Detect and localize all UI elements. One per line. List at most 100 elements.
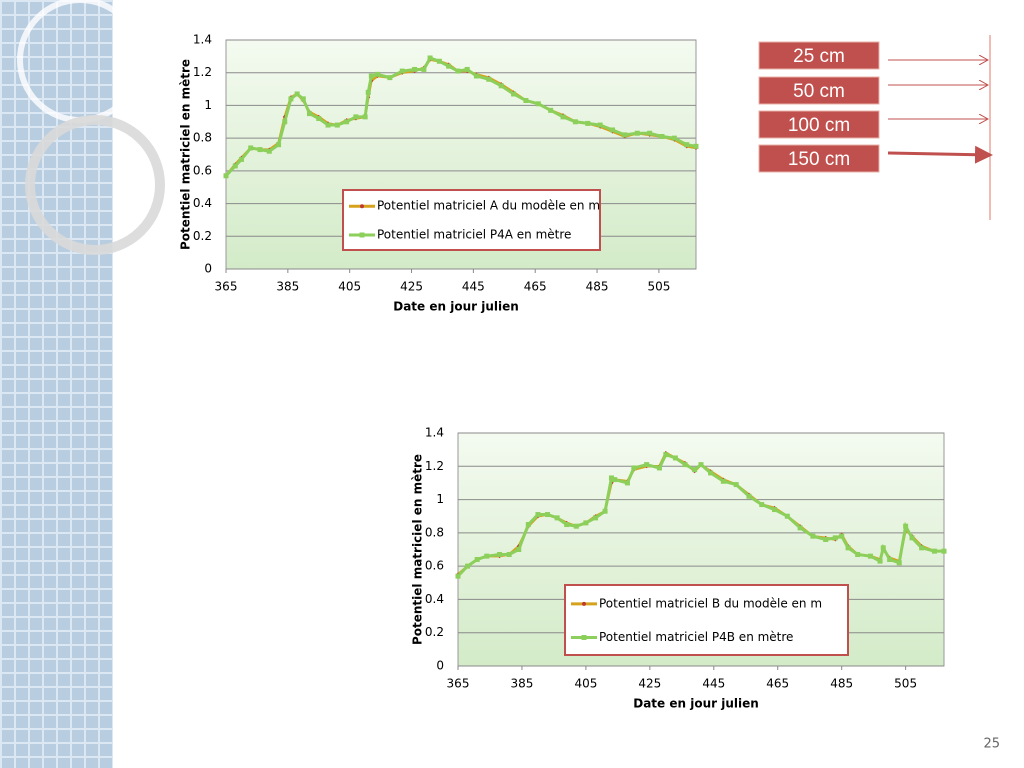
point-marker xyxy=(612,477,618,483)
legend-label: Potentiel matriciel P4A en mètre xyxy=(377,228,571,242)
point-marker xyxy=(941,548,947,554)
y-tick-label: 0.6 xyxy=(425,559,444,573)
point-marker xyxy=(560,114,566,120)
point-marker xyxy=(362,114,368,120)
point-marker xyxy=(896,560,902,566)
x-tick-label: 505 xyxy=(647,280,670,294)
point-marker xyxy=(325,122,331,128)
point-marker xyxy=(464,66,470,72)
y-tick-label: 0.2 xyxy=(193,229,212,243)
point-marker xyxy=(436,58,442,64)
y-tick-label: 0 xyxy=(436,659,444,673)
point-marker xyxy=(535,512,541,518)
point-marker xyxy=(720,478,726,484)
point-marker xyxy=(672,455,678,461)
legend-marker xyxy=(359,232,365,238)
point-marker xyxy=(516,547,522,552)
y-tick-label: 1 xyxy=(204,98,212,112)
y-tick-label: 1.2 xyxy=(193,65,212,79)
point-marker xyxy=(624,480,630,486)
point-marker xyxy=(266,148,272,154)
depth-label: 100 cm xyxy=(788,115,850,136)
point-marker xyxy=(523,98,529,104)
legend-label: Potentiel matriciel A du modèle en m xyxy=(377,199,600,213)
legend-label: Potentiel matriciel B du modèle en m xyxy=(599,596,822,610)
x-tick-label: 425 xyxy=(400,280,423,294)
point-marker xyxy=(823,537,829,543)
y-tick-label: 0.4 xyxy=(425,592,444,606)
point-marker xyxy=(832,535,838,541)
x-tick-label: 485 xyxy=(586,280,609,294)
point-marker xyxy=(622,132,628,138)
x-tick-label: 445 xyxy=(702,677,725,691)
x-axis-label: Date en jour julien xyxy=(393,300,519,314)
point-marker xyxy=(573,523,579,529)
point-marker xyxy=(498,83,504,89)
x-tick-label: 365 xyxy=(447,677,470,691)
point-marker xyxy=(344,119,350,125)
point-marker xyxy=(845,545,851,551)
point-marker xyxy=(238,156,244,162)
point-marker xyxy=(387,75,393,81)
point-marker xyxy=(867,553,873,559)
point-marker xyxy=(257,147,263,153)
y-tick-label: 0.8 xyxy=(193,131,212,145)
legend-box xyxy=(342,189,601,251)
x-tick-label: 385 xyxy=(510,677,533,691)
point-marker xyxy=(877,558,883,564)
point-marker xyxy=(223,173,229,179)
point-marker xyxy=(421,66,427,72)
point-marker xyxy=(276,142,282,148)
point-marker xyxy=(585,120,591,126)
x-axis-label: Date en jour julien xyxy=(633,697,759,711)
point-marker xyxy=(564,522,570,528)
y-tick-label: 1 xyxy=(436,492,444,506)
decor-circle xyxy=(17,0,143,123)
depth-box xyxy=(758,110,880,139)
y-tick-label: 0.6 xyxy=(193,163,212,177)
x-tick-label: 485 xyxy=(830,677,853,691)
point-marker xyxy=(659,134,665,140)
point-marker xyxy=(880,545,886,551)
point-marker xyxy=(535,101,541,107)
point-marker xyxy=(365,89,371,95)
legend-box xyxy=(564,584,849,656)
y-axis-label: Potentiel matriciel en mètre xyxy=(179,59,193,250)
point-marker xyxy=(282,119,288,125)
point-marker xyxy=(634,130,640,136)
x-tick-label: 365 xyxy=(215,280,238,294)
y-axis-label: Potentiel matriciel en mètre xyxy=(411,454,425,645)
point-marker xyxy=(353,114,359,120)
y-tick-label: 1.4 xyxy=(425,426,444,440)
legend-marker xyxy=(582,601,586,606)
depth-label: 25 cm xyxy=(793,46,845,67)
point-marker xyxy=(602,508,608,514)
point-marker xyxy=(572,119,578,125)
point-marker xyxy=(455,68,461,74)
y-tick-label: 1.4 xyxy=(193,33,212,47)
point-marker xyxy=(608,475,614,481)
point-marker xyxy=(772,507,778,513)
point-marker xyxy=(368,73,374,79)
x-tick-label: 445 xyxy=(462,280,485,294)
point-marker xyxy=(232,163,238,169)
depth-boxes: 25 cm 50 cm 100 cm 150 cm xyxy=(758,41,993,173)
point-marker xyxy=(306,111,312,117)
point-marker xyxy=(375,71,381,77)
y-tick-label: 0.2 xyxy=(425,625,444,639)
depth-label: 150 cm xyxy=(788,149,850,170)
point-marker xyxy=(474,556,480,562)
point-marker xyxy=(693,143,699,149)
point-marker xyxy=(545,512,551,518)
x-tick-label: 385 xyxy=(276,280,299,294)
point-marker xyxy=(692,467,698,473)
point-marker xyxy=(698,462,704,468)
point-marker xyxy=(548,107,554,113)
point-marker xyxy=(682,462,688,468)
point-marker xyxy=(684,142,690,148)
point-marker xyxy=(855,551,861,557)
x-tick-label: 405 xyxy=(338,280,361,294)
point-marker xyxy=(919,545,925,551)
